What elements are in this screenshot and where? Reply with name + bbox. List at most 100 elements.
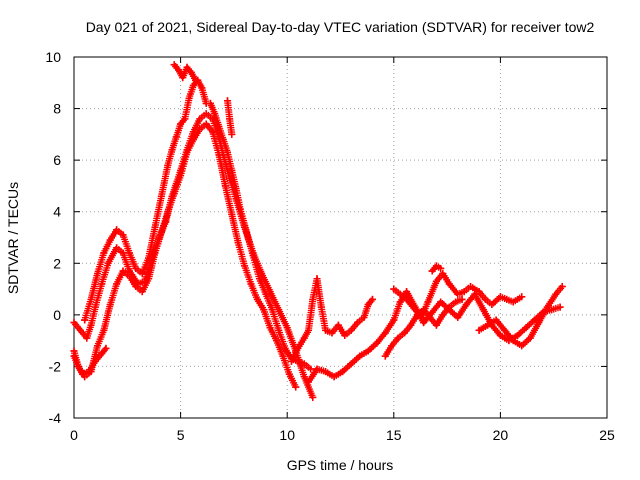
data-point xyxy=(266,324,274,332)
series-trail xyxy=(381,295,466,360)
data-point xyxy=(475,288,483,296)
data-point xyxy=(81,316,89,324)
series-sat-7 xyxy=(287,275,376,365)
data-point xyxy=(307,365,315,373)
data-point xyxy=(226,115,234,123)
data-point xyxy=(420,306,428,314)
data-point xyxy=(305,326,313,334)
data-point xyxy=(432,321,440,329)
x-tick-label: 15 xyxy=(386,427,402,443)
data-point xyxy=(381,352,389,360)
data-point xyxy=(518,342,526,350)
data-point xyxy=(426,313,434,321)
y-tick-label: 2 xyxy=(53,255,61,271)
data-point xyxy=(454,313,462,321)
data-point xyxy=(347,326,355,334)
data-point xyxy=(113,244,121,252)
data-point xyxy=(185,94,193,102)
data-point xyxy=(279,352,287,360)
data-point xyxy=(458,295,466,303)
data-point xyxy=(535,319,543,327)
data-point xyxy=(322,326,330,334)
data-point xyxy=(411,306,419,314)
data-point xyxy=(172,133,180,141)
data-point xyxy=(275,306,283,314)
data-point xyxy=(285,370,293,378)
data-point xyxy=(368,295,376,303)
data-point xyxy=(181,115,189,123)
data-point xyxy=(475,326,483,334)
y-tick-label: 4 xyxy=(53,204,61,220)
data-point xyxy=(445,280,453,288)
data-point xyxy=(381,329,389,337)
data-point xyxy=(454,290,462,298)
data-point xyxy=(228,130,236,138)
data-point xyxy=(558,282,566,290)
data-point xyxy=(556,303,564,311)
data-point xyxy=(157,192,165,200)
data-point xyxy=(356,352,364,360)
data-point xyxy=(119,231,127,239)
data-point xyxy=(215,123,223,131)
y-axis-title: SDTVAR / TECUs xyxy=(5,182,21,294)
data-point xyxy=(170,190,178,198)
series-trail xyxy=(288,275,376,365)
data-point xyxy=(281,344,289,352)
data-point xyxy=(339,368,347,376)
data-point xyxy=(232,185,240,193)
data-point xyxy=(413,311,421,319)
data-point xyxy=(313,275,321,283)
data-point xyxy=(467,282,475,290)
series-sat-12 xyxy=(381,295,466,360)
series-sat-4 xyxy=(170,61,200,84)
data-point xyxy=(70,352,78,360)
data-point xyxy=(503,295,511,303)
data-point xyxy=(354,319,362,327)
data-point xyxy=(428,308,436,316)
data-point xyxy=(518,293,526,301)
data-point xyxy=(98,280,106,288)
data-point xyxy=(151,223,159,231)
data-point xyxy=(388,342,396,350)
data-point xyxy=(255,275,263,283)
data-point xyxy=(179,74,187,82)
chart-title: Day 021 of 2021, Sidereal Day-to-day VTE… xyxy=(86,19,595,35)
data-point xyxy=(164,161,172,169)
series-sat-1 xyxy=(70,110,317,401)
data-point xyxy=(164,208,172,216)
data-point xyxy=(396,290,404,298)
data-point xyxy=(513,331,521,339)
data-point xyxy=(364,347,372,355)
y-tick-label: 0 xyxy=(53,307,61,323)
data-point xyxy=(479,306,487,314)
data-point xyxy=(106,301,114,309)
data-point xyxy=(437,264,445,272)
data-point xyxy=(168,146,176,154)
data-point xyxy=(91,303,99,311)
data-point xyxy=(196,125,204,133)
data-point xyxy=(341,331,349,339)
data-point xyxy=(113,280,121,288)
data-point xyxy=(330,373,338,381)
data-point xyxy=(543,303,551,311)
data-point xyxy=(183,148,191,156)
x-axis-title: GPS time / hours xyxy=(287,457,394,473)
data-point xyxy=(294,344,302,352)
data-point xyxy=(420,319,428,327)
y-tick-label: -2 xyxy=(49,358,62,374)
series-trail xyxy=(70,110,317,401)
data-point xyxy=(260,306,268,314)
axis-ticks: 0 5 10 15 20 25 -4 -2 0 2 4 6 8 10 xyxy=(45,49,615,443)
data-point xyxy=(198,84,206,92)
data-point xyxy=(552,290,560,298)
data-point xyxy=(206,99,214,107)
data-point xyxy=(119,249,127,257)
data-point xyxy=(394,334,402,342)
y-tick-label: 10 xyxy=(45,49,61,65)
data-point xyxy=(196,115,204,123)
data-point xyxy=(189,136,197,144)
data-point xyxy=(228,166,236,174)
data-point xyxy=(98,350,106,358)
